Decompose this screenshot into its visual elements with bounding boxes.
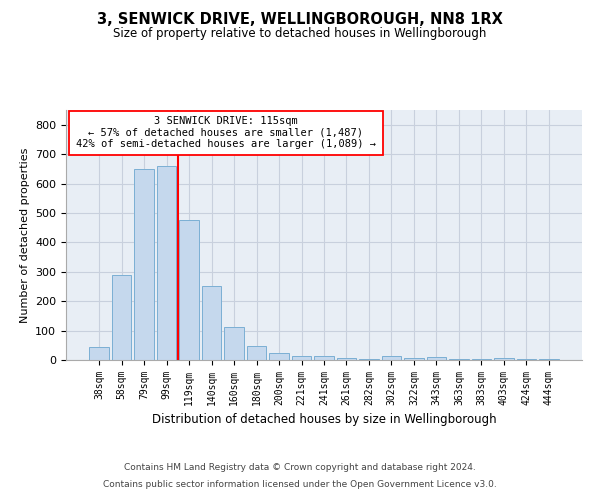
Bar	[314, 356, 334, 360]
Bar	[179, 220, 199, 360]
Text: 3, SENWICK DRIVE, WELLINGBOROUGH, NN8 1RX: 3, SENWICK DRIVE, WELLINGBOROUGH, NN8 1R…	[97, 12, 503, 28]
Text: ← 57% of detached houses are smaller (1,487): ← 57% of detached houses are smaller (1,…	[88, 128, 364, 138]
Bar	[382, 356, 401, 360]
Bar	[337, 358, 356, 360]
Bar	[404, 358, 424, 360]
Bar	[359, 358, 379, 360]
Bar	[247, 346, 266, 360]
Y-axis label: Number of detached properties: Number of detached properties	[20, 148, 29, 322]
Bar	[224, 327, 244, 360]
Bar	[494, 358, 514, 360]
Bar	[134, 169, 154, 360]
Bar	[472, 359, 491, 360]
FancyBboxPatch shape	[68, 112, 383, 155]
Bar	[449, 358, 469, 360]
Text: Size of property relative to detached houses in Wellingborough: Size of property relative to detached ho…	[113, 28, 487, 40]
Text: Contains HM Land Registry data © Crown copyright and database right 2024.: Contains HM Land Registry data © Crown c…	[124, 464, 476, 472]
Text: 42% of semi-detached houses are larger (1,089) →: 42% of semi-detached houses are larger (…	[76, 138, 376, 149]
Text: Contains public sector information licensed under the Open Government Licence v3: Contains public sector information licen…	[103, 480, 497, 489]
X-axis label: Distribution of detached houses by size in Wellingborough: Distribution of detached houses by size …	[152, 414, 496, 426]
Bar	[89, 348, 109, 360]
Bar	[157, 166, 176, 360]
Bar	[427, 357, 446, 360]
Bar	[202, 286, 221, 360]
Text: 3 SENWICK DRIVE: 115sqm: 3 SENWICK DRIVE: 115sqm	[154, 116, 298, 126]
Bar	[269, 352, 289, 360]
Bar	[517, 359, 536, 360]
Bar	[112, 274, 131, 360]
Bar	[292, 356, 311, 360]
